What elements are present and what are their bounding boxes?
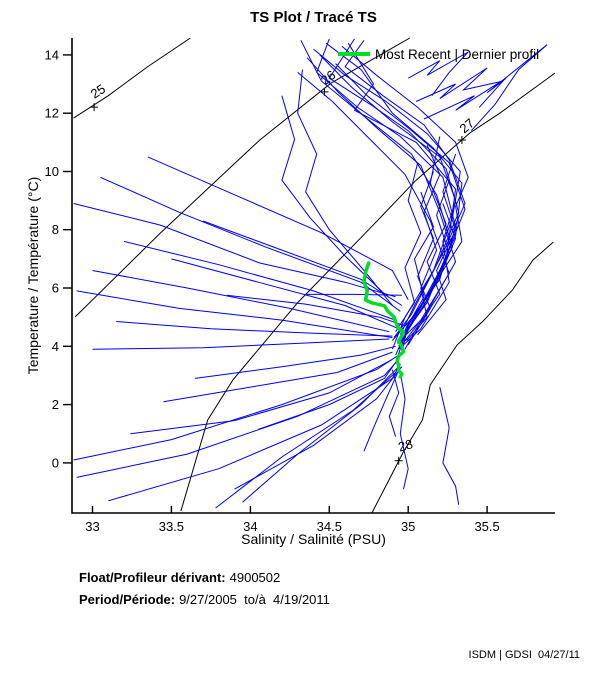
isopycnal-contour-28 <box>371 241 554 514</box>
profile-line <box>423 44 548 132</box>
legend-label: Most Recent | Dernier profil <box>375 47 539 62</box>
x-axis-label: Salinity / Salinité (PSU) <box>241 531 386 547</box>
profile-line <box>226 294 406 327</box>
profile-line <box>258 357 400 430</box>
profile-line <box>234 366 403 490</box>
float-label: Float/Profileur dérivant: <box>79 570 226 585</box>
profile-line <box>341 45 469 359</box>
profile-line <box>171 258 399 330</box>
y-tick-label: 6 <box>52 281 59 296</box>
isopycnal-label-27: 27 <box>457 115 478 136</box>
profile-line <box>76 290 393 339</box>
profile-line <box>297 69 393 306</box>
isopycnal-contour-26 <box>74 37 411 318</box>
float-value: 4900502 <box>229 570 281 585</box>
isopycnal-marker-25 <box>90 103 99 112</box>
x-tick-label: 35.5 <box>474 519 499 534</box>
profile-line <box>195 345 396 379</box>
profile-line <box>404 136 447 350</box>
profile-line <box>363 366 401 452</box>
profile-line <box>439 386 460 505</box>
isopycnal-marker-27 <box>457 136 466 144</box>
profile-line <box>116 321 393 337</box>
profile-line <box>300 40 453 356</box>
profile-line <box>73 203 396 298</box>
profile-line <box>76 360 398 478</box>
profile-line <box>123 240 396 321</box>
y-tick-label: 14 <box>45 47 59 62</box>
profile-line <box>404 191 435 331</box>
x-tick-label: 33 <box>85 519 99 534</box>
profile-line <box>399 203 457 340</box>
profile-line <box>281 95 385 295</box>
plot-title: TS Plot / Tracé TS <box>250 9 377 26</box>
isopycnal-label-25: 25 <box>88 81 108 101</box>
profile-line <box>344 40 466 335</box>
x-tick-label: 33.5 <box>159 519 184 534</box>
profile-line <box>398 363 409 490</box>
profile-line <box>163 351 393 403</box>
profile-line <box>319 54 457 346</box>
axes-frame <box>71 38 555 514</box>
profile-line <box>242 367 398 503</box>
y-tick-label: 12 <box>45 106 59 121</box>
y-tick-label: 0 <box>52 455 59 470</box>
isopycnal-contour-25 <box>73 37 191 119</box>
isopycnal-contour-27 <box>180 72 556 512</box>
most-recent-line <box>362 261 406 379</box>
profile-line <box>297 72 450 350</box>
profile-line <box>388 369 400 437</box>
y-tick-label: 10 <box>45 164 59 179</box>
profile-line <box>147 156 409 300</box>
period-value: 9/27/2005 to/à 4/19/2011 <box>179 592 330 607</box>
profile-line <box>108 363 401 502</box>
profile-line <box>406 145 441 341</box>
profile-line <box>395 162 422 332</box>
profile-line <box>130 358 393 435</box>
x-tick-label: 34.5 <box>317 519 342 534</box>
y-tick-label: 8 <box>52 222 59 237</box>
period-label: Period/Période: <box>79 592 176 607</box>
profile-line <box>73 354 399 461</box>
profile-line <box>328 38 460 338</box>
period-line: Period/Période: 9/27/2005 to/à 4/19/2011 <box>79 592 330 607</box>
float-id-line: Float/Profileur dérivant: 4900502 <box>79 570 280 585</box>
credit-text: ISDM | GDSI 04/27/11 <box>468 649 580 661</box>
profile-line <box>305 293 402 296</box>
x-tick-label: 34 <box>243 519 257 534</box>
profile-line <box>415 67 505 108</box>
profile-line <box>306 57 457 344</box>
profile-line <box>92 338 390 350</box>
y-tick-label: 2 <box>52 397 59 412</box>
profile-line <box>407 171 435 346</box>
y-axis-label: Temperature / Température (°C) <box>25 177 41 375</box>
isopycnal-label-28: 28 <box>397 436 415 454</box>
isopycnal-marker-28 <box>394 456 403 465</box>
y-tick-label: 4 <box>52 339 59 354</box>
x-tick-label: 35 <box>401 519 415 534</box>
profile-line <box>100 176 401 312</box>
profile-line <box>92 270 390 333</box>
profile-line <box>417 153 457 336</box>
profile-line <box>407 51 469 96</box>
